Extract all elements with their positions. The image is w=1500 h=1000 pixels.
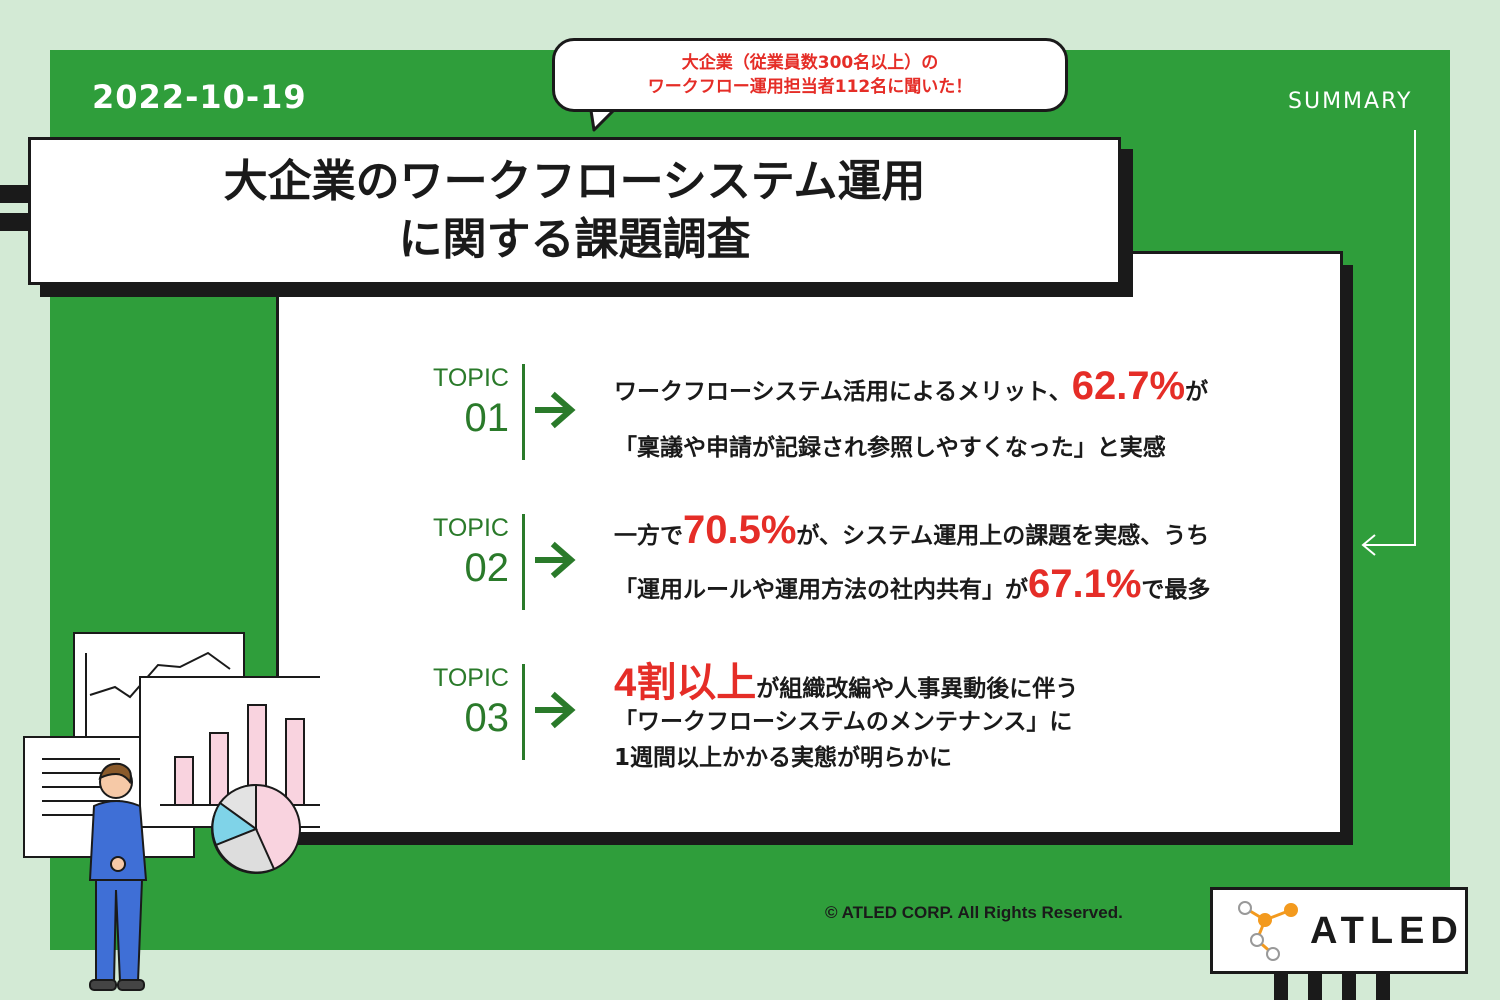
title-line-1: 大企業のワークフローシステム運用 [223, 156, 926, 207]
chart-illustration [23, 632, 320, 874]
topic-line: 「稟議や申請が記録され参照しやすくなった」と実感 [614, 435, 1166, 461]
logo-text: ATLED [1310, 910, 1464, 952]
arrow-right-icon [535, 691, 576, 729]
speech-bubble: 大企業（従業員数300名以上）の ワークフロー運用担当者112名に聞いた！ [552, 38, 1068, 112]
topic-divider [522, 514, 525, 610]
highlight-value: 62.7% [1071, 364, 1186, 408]
topic-line: 一方で70.5%が、システム運用上の課題を実感、うち [614, 508, 1210, 552]
topic-line: 「ワークフローシステムのメンテナンス」に [614, 709, 1073, 735]
summary-card: TOPIC 01 ワークフローシステム活用によるメリット、62.7%が 「稟議や… [276, 251, 1343, 835]
decor-bar [0, 185, 28, 203]
date-label: 2022-10-19 [92, 78, 307, 116]
man-illustration [88, 762, 148, 991]
copyright-text: © ATLED CORP. All Rights Reserved. [825, 903, 1123, 922]
bubble-line-1: 大企業（従業員数300名以上）の [681, 53, 939, 73]
topic-number: 01 [464, 396, 510, 440]
topic-word: TOPIC [433, 664, 509, 692]
topic-number: 02 [464, 546, 510, 590]
logo-network-icon [1238, 901, 1298, 961]
decor-bar [0, 213, 28, 231]
topic-divider [522, 364, 525, 460]
topic-line: 1週間以上かかる実態が明らかに [614, 745, 953, 771]
highlight-value: 4割以上 [614, 661, 757, 705]
bubble-line-2: ワークフロー運用担当者112名に聞いた！ [647, 77, 973, 97]
arrow-right-icon [535, 391, 576, 429]
highlight-value: 67.1% [1028, 562, 1142, 606]
title-line-2: に関する課題調査 [398, 214, 751, 265]
topic-line: 4割以上が組織改編や人事異動後に伴う [614, 661, 1079, 705]
atled-logo: ATLED [1210, 887, 1468, 974]
summary-label: SUMMARY [1288, 89, 1413, 114]
topic-word: TOPIC [433, 364, 509, 392]
topic-divider [522, 664, 525, 760]
highlight-value: 70.5% [683, 508, 797, 552]
page-title: 大企業のワークフローシステム運用 に関する課題調査 [28, 137, 1121, 285]
arrow-right-icon [535, 541, 576, 579]
topic-line: 「運用ルールや運用方法の社内共有」が67.1%で最多 [614, 562, 1211, 606]
topic-word: TOPIC [433, 514, 509, 542]
topic-line: ワークフローシステム活用によるメリット、62.7%が [614, 364, 1209, 408]
topic-number: 03 [464, 696, 510, 740]
summary-connector-line [1361, 130, 1416, 556]
